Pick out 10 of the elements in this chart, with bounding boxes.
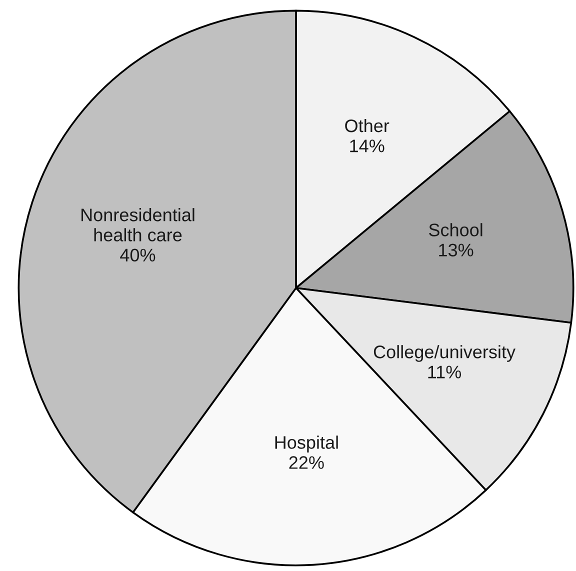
data-label: 11% bbox=[428, 366, 462, 378]
data-label: 13% bbox=[439, 244, 474, 256]
data-label: 22% bbox=[289, 456, 324, 469]
slice-label: School bbox=[429, 223, 482, 236]
slice-label: Other bbox=[345, 118, 390, 132]
slice-label: College/university bbox=[374, 345, 516, 362]
slice-label: Hospital bbox=[275, 436, 338, 452]
data-label: 40% bbox=[120, 248, 156, 262]
slice-label: Nonresidential health care bbox=[82, 208, 194, 242]
data-label: 14% bbox=[350, 140, 384, 152]
